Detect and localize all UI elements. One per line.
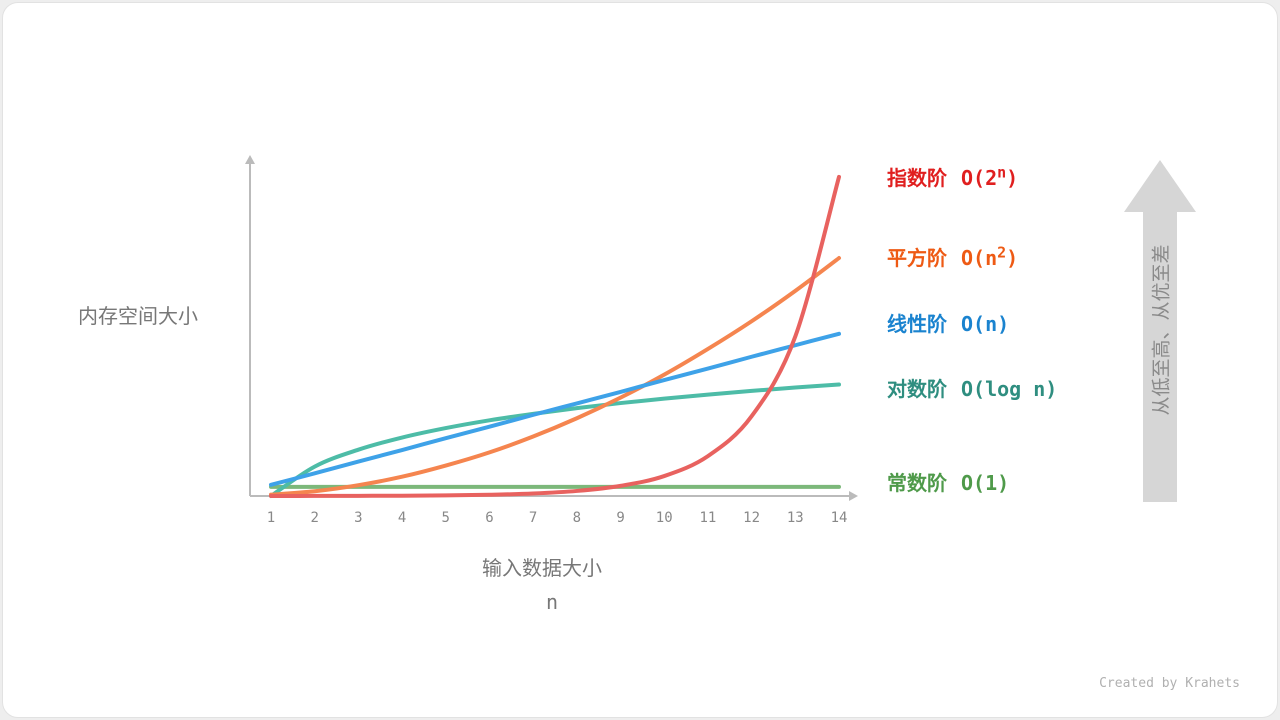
x-tick-label: 1 xyxy=(267,510,275,526)
complexity-text: O(n xyxy=(961,246,998,270)
y-axis-label: 内存空间大小 xyxy=(78,304,198,328)
up-arrow-icon xyxy=(1124,160,1196,502)
legend-name: 对数阶 xyxy=(887,377,947,401)
x-tick-label: 4 xyxy=(398,510,406,526)
legend-complexity: O(log n) xyxy=(961,377,1057,401)
series-line-3 xyxy=(269,382,841,498)
legend-complexity: O(1) xyxy=(961,471,1009,495)
x-tick-label: 8 xyxy=(573,510,581,526)
complexity-close: ) xyxy=(1006,246,1019,270)
x-tick-label: 10 xyxy=(656,510,673,526)
complexity-text: O(n) xyxy=(961,312,1010,336)
legend-entry: 常数阶 O(1) xyxy=(887,467,1009,496)
series-line-1 xyxy=(269,256,841,497)
legend-entry: 对数阶 O(log n) xyxy=(887,373,1057,402)
x-tick-label: 11 xyxy=(699,510,716,526)
x-tick-label: 14 xyxy=(831,510,848,526)
complexity-text: O(log n) xyxy=(961,377,1058,401)
x-tick-label: 6 xyxy=(485,510,493,526)
x-axis-variable: n xyxy=(546,590,559,614)
x-tick-label: 13 xyxy=(787,510,804,526)
legend-name: 平方阶 xyxy=(887,246,947,270)
series-line-0 xyxy=(269,174,841,498)
complexity-exponent: 2 xyxy=(997,243,1007,262)
x-tick-label: 3 xyxy=(354,510,362,526)
order-arrow-label: 从低至高、从优至差 xyxy=(1150,244,1173,416)
legend-entry: 平方阶 O(n2) xyxy=(887,242,1018,271)
x-axis-label: 输入数据大小 xyxy=(482,556,602,580)
legend-name: 线性阶 xyxy=(887,312,947,336)
legend-entry: 线性阶 O(n) xyxy=(887,308,1009,337)
x-axis-arrow-icon xyxy=(849,491,858,501)
x-tick-label: 9 xyxy=(616,510,624,526)
complexity-close: ) xyxy=(1006,166,1019,190)
complexity-exponent: n xyxy=(997,163,1007,182)
x-tick-label: 7 xyxy=(529,510,537,526)
y-axis-arrow-icon xyxy=(245,155,255,164)
complexity-text: O(1) xyxy=(961,471,1010,495)
series-line-2 xyxy=(269,331,841,487)
credit-text: Created by Krahets xyxy=(1099,676,1240,691)
x-tick-label: 12 xyxy=(743,510,760,526)
legend-name: 指数阶 xyxy=(887,166,947,190)
legend-complexity: O(n2) xyxy=(961,243,1019,270)
legend-name: 常数阶 xyxy=(887,471,947,495)
legend-entry: 指数阶 O(2n) xyxy=(887,162,1018,191)
legend-complexity: O(2n) xyxy=(961,163,1019,190)
complexity-text: O(2 xyxy=(961,166,998,190)
x-tick-label: 2 xyxy=(310,510,318,526)
legend-complexity: O(n) xyxy=(961,312,1009,336)
x-tick-label: 5 xyxy=(442,510,450,526)
